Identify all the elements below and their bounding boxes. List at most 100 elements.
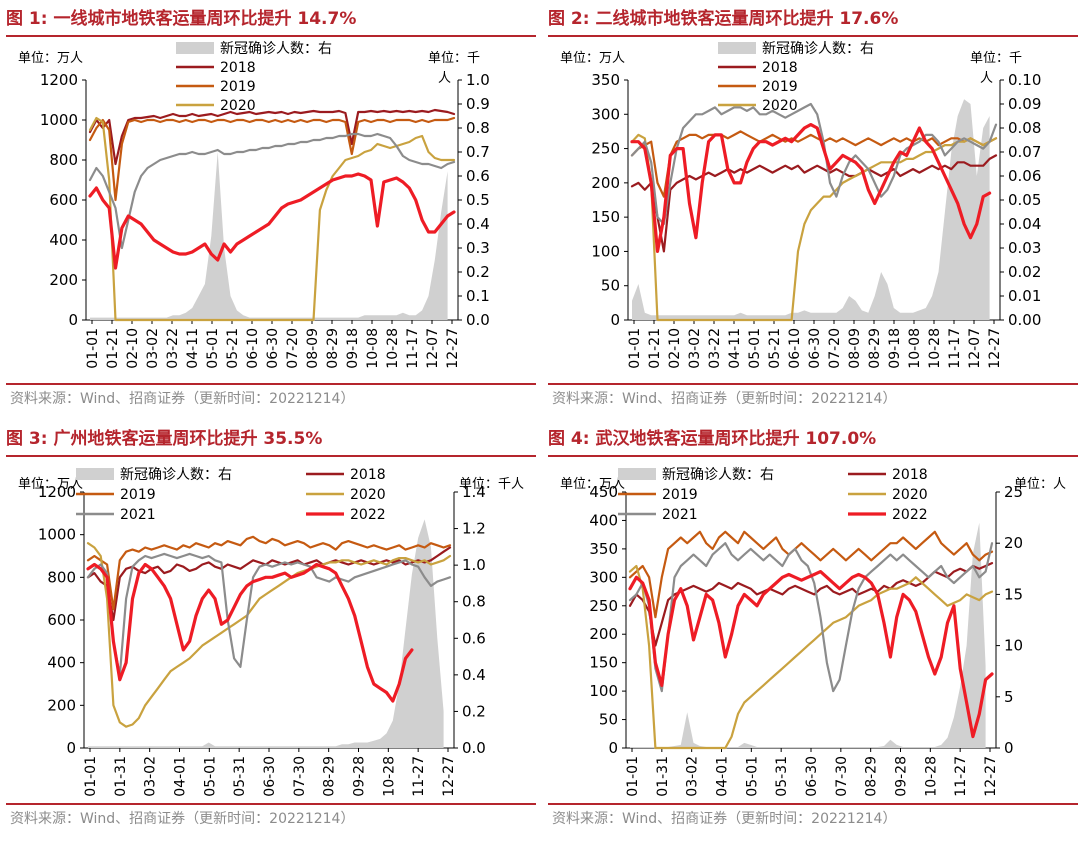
x-tick-label: 03-02 [685,756,701,797]
y-right-tick-label: 0.07 [1008,143,1041,161]
x-tick-label: 05-01 [744,756,760,797]
x-tick-label: 04-11 [727,328,743,369]
x-tick-label: 01-01 [83,756,99,797]
covid-area [630,522,986,748]
x-tick-label: 03-02 [143,756,159,797]
x-tick-label: 01-21 [105,328,121,369]
y-right-tick-label: 0.10 [1008,71,1041,89]
y-left-tick-label: 200 [47,696,76,714]
x-tick-label: 03-22 [165,328,181,369]
y-left-tick-label: 350 [589,540,618,558]
y-left-tick-label: 0 [610,311,620,329]
legend-swatch-covid [618,468,656,480]
chart-panel-1: 图 1: 一线城市地铁客运量周环比提升 14.7% 0 200 400 600 800 1… [6,2,536,422]
title-rule [548,35,1078,37]
y-left-tick-label: 400 [47,654,76,672]
chart-svg: 0 200 400 600 800 1000 1200 0.0 0.2 0.4 0.6 0.8 1.0 1… [18,467,524,797]
x-tick-label: 03-02 [687,328,703,369]
x-tick-label: 12-27 [445,328,461,369]
y-left-tick-label: 200 [49,271,78,289]
right-unit-label-wrap: 人 [438,71,451,86]
y-right-tick-label: 0.1 [466,287,490,305]
x-tick-label: 06-10 [787,328,803,369]
y-right-tick-label: 0.6 [466,167,490,185]
x-tick-label: 11-17 [405,328,421,369]
legend-label-2019: 2019 [762,79,798,95]
covid-area [88,519,444,748]
y-left-tick-label: 300 [591,105,620,123]
y-right-tick-label: 0.04 [1008,215,1041,233]
right-unit-label: 单位：千 [970,51,1022,66]
y-right-tick-label: 0.09 [1008,95,1041,113]
y-right-tick-label: 1.4 [462,483,486,501]
x-tick-label: 12-07 [967,328,983,369]
legend-label-2020: 2020 [892,487,928,503]
covid-area [632,99,990,320]
x-tick-label: 07-20 [285,328,301,369]
x-tick-label: 01-01 [85,328,101,369]
right-unit-label: 单位：千 [428,51,480,66]
y-left-tick-label: 0 [68,311,78,329]
y-left-tick-label: 0 [66,739,76,757]
x-tick-label: 08-29 [867,328,883,369]
y-right-tick-label: 0 [1004,739,1014,757]
x-tick-label: 01-21 [647,328,663,369]
y-left-tick-label: 100 [591,242,620,260]
legend-label-2021: 2021 [120,507,156,523]
legend-label-covid: 新冠确诊人数：右 [220,41,332,57]
title-rule [548,455,1078,457]
y-left-tick-label: 200 [589,625,618,643]
series-2018-line [630,154,998,253]
figure-label: 图 1: [6,9,48,29]
chart-panel-3: 图 3: 广州地铁客运量周环比提升 35.5% 0 200 400 600 800 100… [6,422,536,842]
y-right-tick-label: 10 [1004,637,1023,655]
figure-title: 广州地铁客运量周环比提升 35.5% [53,429,323,449]
y-right-tick-label: 0.0 [466,311,490,329]
y-left-tick-label: 400 [49,231,78,249]
x-tick-label: 06-30 [262,756,278,797]
y-right-tick-label: 0.06 [1008,167,1041,185]
source-rule [548,383,1078,385]
legend-label-2018: 2018 [892,467,928,483]
legend-label-2022: 2022 [350,507,386,523]
legend-label-2019: 2019 [120,487,156,503]
series-2019-line [86,535,452,611]
title-rule [6,35,536,37]
y-right-tick-label: 0.00 [1008,311,1041,329]
chart-svg: 0 200 400 600 800 1000 1200 0.0 0.1 0.2 0.3 0.4 0.5 0… [18,41,490,369]
x-tick-label: 10-28 [385,328,401,369]
source-note: 资料来源：Wind、招商证券（更新时间：20221214） [552,811,897,827]
x-tick-label: 10-28 [381,756,397,797]
x-tick-label: 06-30 [265,328,281,369]
x-tick-label: 05-21 [767,328,783,369]
x-tick-label: 09-28 [352,756,368,797]
y-right-tick-label: 0.2 [466,263,490,281]
right-unit-label-wrap: 人 [980,71,993,86]
legend-swatch-covid [718,42,756,54]
y-right-tick-label: 0.4 [466,215,490,233]
y-right-tick-label: 0.3 [466,239,490,257]
x-tick-label: 07-30 [834,756,850,797]
figure-label: 图 3: [6,429,48,449]
y-right-tick-label: 0.05 [1008,191,1041,209]
y-left-tick-label: 1000 [38,526,76,544]
x-tick-label: 04-11 [185,328,201,369]
legend-label-2019: 2019 [662,487,698,503]
y-right-tick-label: 0.02 [1008,263,1041,281]
right-unit-label: 单位：人 [1014,477,1066,492]
legend-label-2021: 2021 [662,507,698,523]
y-right-tick-label: 5 [1004,688,1014,706]
legend-label-2018: 2018 [220,60,256,76]
x-tick-label: 05-31 [774,756,790,797]
y-right-tick-label: 0.8 [462,593,486,611]
x-tick-label: 06-30 [804,756,820,797]
left-unit-label: 单位：万人 [560,51,625,66]
legend-label-covid: 新冠确诊人数：右 [120,467,232,483]
x-tick-label: 09-18 [887,328,903,369]
series-2022-line [628,570,994,739]
y-left-tick-label: 450 [589,483,618,501]
series-2022-line [86,562,414,703]
source-note: 资料来源：Wind、招商证券（更新时间：20221214） [552,391,897,407]
source-note: 资料来源：Wind、招商证券（更新时间：20221214） [10,811,355,827]
source-rule [6,803,536,805]
